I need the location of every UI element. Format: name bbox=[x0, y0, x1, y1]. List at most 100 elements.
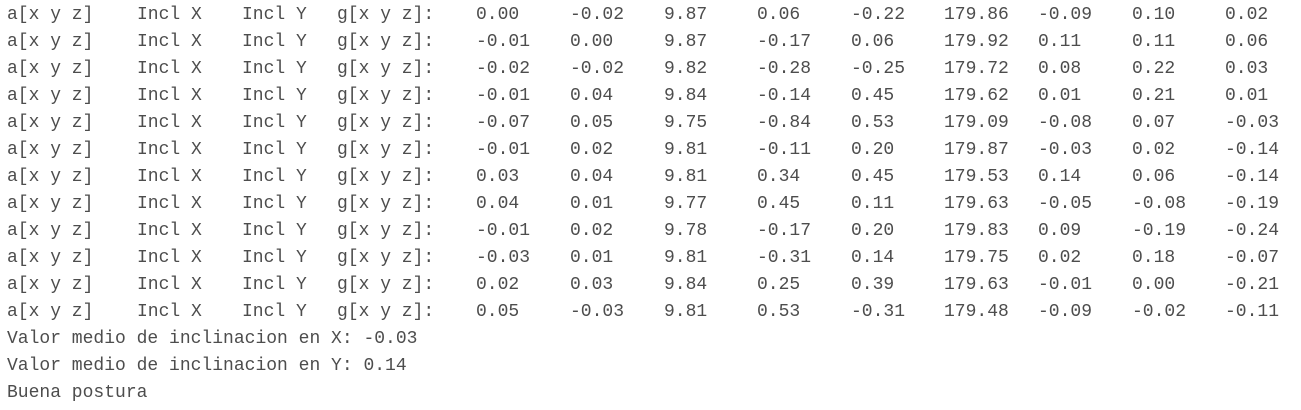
gyro-z-value: 0.02 bbox=[1225, 5, 1269, 25]
gyro-z-value: -0.24 bbox=[1225, 221, 1280, 241]
accel-x-value: -0.01 bbox=[476, 32, 531, 52]
gyro-x-value: 0.02 bbox=[1038, 248, 1082, 268]
accel-y-value: -0.03 bbox=[570, 302, 625, 322]
angle-value: 179.62 bbox=[944, 86, 1009, 106]
incl-x-label: Incl X bbox=[137, 32, 202, 52]
incl-x-label: Incl X bbox=[137, 167, 202, 187]
accel-x-value: 0.00 bbox=[476, 5, 520, 25]
accel-z-value: 9.78 bbox=[664, 221, 708, 241]
angle-value: 179.87 bbox=[944, 140, 1009, 160]
gyro-label: g[x y z]: bbox=[337, 32, 435, 52]
incl-x-value: -0.17 bbox=[757, 32, 812, 52]
incl-y-value: 0.20 bbox=[851, 140, 895, 160]
accel-x-value: 0.03 bbox=[476, 167, 520, 187]
gyro-label: g[x y z]: bbox=[337, 167, 435, 187]
incl-x-value: -0.14 bbox=[757, 86, 812, 106]
gyro-label: g[x y z]: bbox=[337, 86, 435, 106]
incl-x-label: Incl X bbox=[137, 221, 202, 241]
gyro-label: g[x y z]: bbox=[337, 248, 435, 268]
accel-z-value: 9.77 bbox=[664, 194, 708, 214]
incl-y-value: -0.25 bbox=[851, 59, 906, 79]
gyro-z-value: -0.14 bbox=[1225, 167, 1280, 187]
incl-y-value: 0.14 bbox=[851, 248, 895, 268]
gyro-y-value: 0.11 bbox=[1132, 32, 1176, 52]
accel-z-value: 9.81 bbox=[664, 248, 708, 268]
angle-value: 179.83 bbox=[944, 221, 1009, 241]
gyro-y-value: 0.02 bbox=[1132, 140, 1176, 160]
mean-inclination-y-line: Valor medio de inclinacion en Y: 0.14 bbox=[7, 356, 407, 376]
incl-x-value: 0.25 bbox=[757, 275, 801, 295]
posture-verdict-line: Buena postura bbox=[7, 383, 148, 403]
gyro-x-value: -0.08 bbox=[1038, 113, 1093, 133]
accel-x-value: -0.01 bbox=[476, 140, 531, 160]
accel-x-value: -0.01 bbox=[476, 221, 531, 241]
accel-label: a[x y z] bbox=[7, 221, 94, 241]
incl-x-label: Incl X bbox=[137, 302, 202, 322]
gyro-z-value: 0.01 bbox=[1225, 86, 1269, 106]
incl-y-value: 0.45 bbox=[851, 167, 895, 187]
gyro-z-value: -0.19 bbox=[1225, 194, 1280, 214]
gyro-z-value: -0.03 bbox=[1225, 113, 1280, 133]
incl-x-value: -0.11 bbox=[757, 140, 812, 160]
accel-y-value: -0.02 bbox=[570, 59, 625, 79]
accel-label: a[x y z] bbox=[7, 140, 94, 160]
accel-x-value: -0.07 bbox=[476, 113, 531, 133]
incl-x-value: 0.53 bbox=[757, 302, 801, 322]
incl-x-label: Incl X bbox=[137, 59, 202, 79]
incl-x-value: 0.34 bbox=[757, 167, 801, 187]
gyro-x-value: 0.08 bbox=[1038, 59, 1082, 79]
gyro-z-value: -0.21 bbox=[1225, 275, 1280, 295]
accel-y-value: 0.02 bbox=[570, 140, 614, 160]
angle-value: 179.09 bbox=[944, 113, 1009, 133]
angle-value: 179.63 bbox=[944, 194, 1009, 214]
accel-label: a[x y z] bbox=[7, 194, 94, 214]
gyro-y-value: 0.00 bbox=[1132, 275, 1176, 295]
incl-y-value: 0.45 bbox=[851, 86, 895, 106]
incl-y-label: Incl Y bbox=[242, 302, 307, 322]
incl-y-label: Incl Y bbox=[242, 275, 307, 295]
gyro-label: g[x y z]: bbox=[337, 194, 435, 214]
accel-y-value: -0.02 bbox=[570, 5, 625, 25]
gyro-z-value: -0.07 bbox=[1225, 248, 1280, 268]
accel-x-value: -0.02 bbox=[476, 59, 531, 79]
incl-x-value: -0.17 bbox=[757, 221, 812, 241]
incl-x-value: -0.31 bbox=[757, 248, 812, 268]
gyro-y-value: -0.19 bbox=[1132, 221, 1187, 241]
incl-y-value: -0.22 bbox=[851, 5, 906, 25]
gyro-y-value: 0.21 bbox=[1132, 86, 1176, 106]
incl-y-value: 0.20 bbox=[851, 221, 895, 241]
gyro-z-value: 0.06 bbox=[1225, 32, 1269, 52]
gyro-y-value: 0.07 bbox=[1132, 113, 1176, 133]
incl-x-value: -0.84 bbox=[757, 113, 812, 133]
incl-y-value: -0.31 bbox=[851, 302, 906, 322]
incl-y-label: Incl Y bbox=[242, 5, 307, 25]
incl-y-value: 0.11 bbox=[851, 194, 895, 214]
incl-y-label: Incl Y bbox=[242, 86, 307, 106]
incl-y-label: Incl Y bbox=[242, 113, 307, 133]
accel-x-value: -0.01 bbox=[476, 86, 531, 106]
gyro-x-value: 0.11 bbox=[1038, 32, 1082, 52]
incl-y-value: 0.06 bbox=[851, 32, 895, 52]
accel-z-value: 9.87 bbox=[664, 5, 708, 25]
accel-y-value: 0.02 bbox=[570, 221, 614, 241]
angle-value: 179.86 bbox=[944, 5, 1009, 25]
accel-z-value: 9.82 bbox=[664, 59, 708, 79]
gyro-y-value: -0.02 bbox=[1132, 302, 1187, 322]
gyro-z-value: -0.11 bbox=[1225, 302, 1280, 322]
accel-z-value: 9.81 bbox=[664, 140, 708, 160]
accel-label: a[x y z] bbox=[7, 59, 94, 79]
gyro-y-value: 0.22 bbox=[1132, 59, 1176, 79]
accel-y-value: 0.03 bbox=[570, 275, 614, 295]
angle-value: 179.48 bbox=[944, 302, 1009, 322]
incl-x-label: Incl X bbox=[137, 113, 202, 133]
angle-value: 179.75 bbox=[944, 248, 1009, 268]
incl-y-label: Incl Y bbox=[242, 140, 307, 160]
accel-label: a[x y z] bbox=[7, 5, 94, 25]
incl-x-value: 0.06 bbox=[757, 5, 801, 25]
incl-x-label: Incl X bbox=[137, 194, 202, 214]
accel-y-value: 0.01 bbox=[570, 194, 614, 214]
angle-value: 179.63 bbox=[944, 275, 1009, 295]
mean-inclination-x-line: Valor medio de inclinacion en X: -0.03 bbox=[7, 329, 418, 349]
gyro-label: g[x y z]: bbox=[337, 59, 435, 79]
